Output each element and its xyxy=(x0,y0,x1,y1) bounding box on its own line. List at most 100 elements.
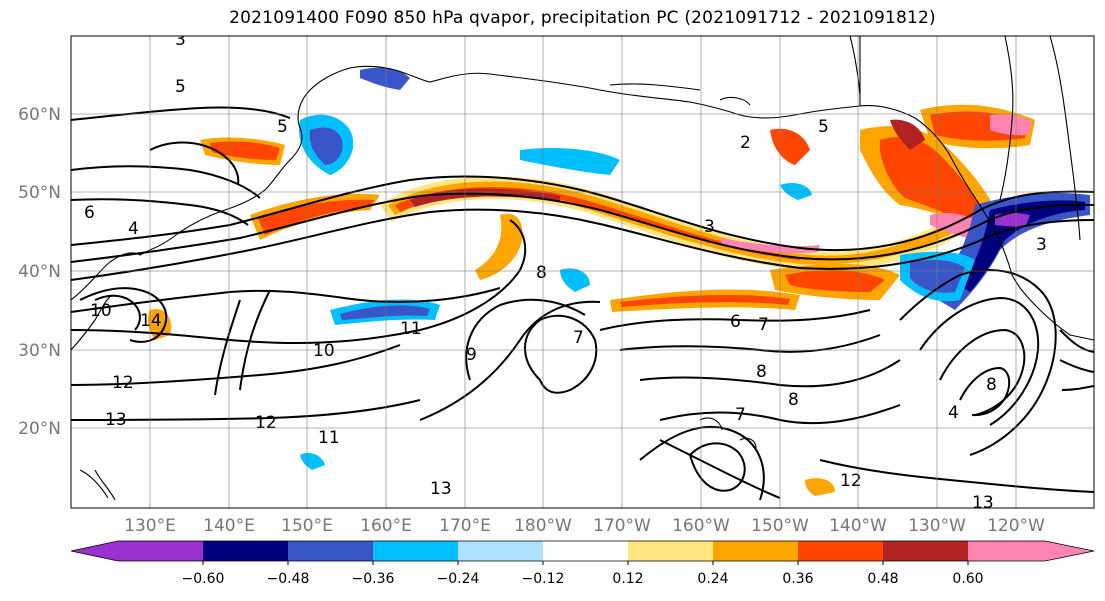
shade-00bfff xyxy=(520,148,620,175)
colorbar-tick-label: −0.12 xyxy=(522,571,565,587)
height-contours xyxy=(71,106,1094,501)
contour-label: 8 xyxy=(756,362,767,382)
shade-3955c8 xyxy=(309,127,343,165)
contour-label: 4 xyxy=(948,403,959,423)
colorbar-tick-label: 0.12 xyxy=(612,571,643,587)
lat-label: 40°N xyxy=(18,262,61,282)
shade-ff4500 xyxy=(620,295,790,307)
lon-label: 150°E xyxy=(281,516,333,536)
shade-ff4500 xyxy=(785,270,885,292)
colorbar-segment xyxy=(373,541,458,561)
contour-label: 8 xyxy=(986,375,997,395)
lon-labels: 130°E 140°E 150°E 160°E 170°E 180°W 170°… xyxy=(124,516,1045,536)
lat-label: 20°N xyxy=(18,419,61,439)
lat-label: 30°N xyxy=(18,341,61,361)
lon-label: 150°W xyxy=(751,516,809,536)
contour-label: 12 xyxy=(255,413,277,433)
colorbar-tick-label: 0.36 xyxy=(782,571,813,587)
shade-ff85b0 xyxy=(720,238,820,254)
lon-label: 170°W xyxy=(593,516,651,536)
coastlines xyxy=(71,36,1094,501)
shade-ff4500 xyxy=(770,128,810,165)
contour-label: 13 xyxy=(430,479,452,499)
colorbar-segment xyxy=(118,541,203,561)
colorbar-segment xyxy=(543,541,628,561)
colorbar-outline xyxy=(70,540,1095,562)
shade-ffa500 xyxy=(388,181,983,265)
colorbar-segment xyxy=(288,541,373,561)
contour-label: 14 xyxy=(140,311,162,331)
colorbar-segment xyxy=(883,541,968,561)
contour-label: 8 xyxy=(536,263,547,283)
contour-label: 11 xyxy=(318,428,340,448)
lon-label: 160°W xyxy=(672,516,730,536)
shade-3955c8 xyxy=(340,305,430,320)
shade-ff85b0 xyxy=(990,114,1032,136)
colorbar-tick-label: −0.60 xyxy=(182,571,225,587)
contour-label: 11 xyxy=(400,319,422,339)
contour-label: 6 xyxy=(730,312,741,332)
lon-label: 160°E xyxy=(360,516,412,536)
colorbar-segment xyxy=(1045,541,1094,561)
map-title: 2021091400 F090 850 hPa qvapor, precipit… xyxy=(229,8,936,28)
shade-3955c8 xyxy=(910,260,965,293)
lat-labels: 60°N 50°N 40°N 30°N 20°N xyxy=(18,105,61,439)
lat-label: 50°N xyxy=(18,183,61,203)
precip-shading xyxy=(147,67,1090,496)
contour-label: 3 xyxy=(175,30,186,50)
contour-label: 10 xyxy=(313,341,335,361)
lon-label: 120°W xyxy=(987,516,1045,536)
graticule xyxy=(71,36,1094,508)
lon-label: 130°E xyxy=(124,516,176,536)
map-frame xyxy=(70,35,1095,509)
contour-label: 10 xyxy=(90,301,112,321)
colorbar-segment xyxy=(458,541,543,561)
contour-label: 3 xyxy=(704,217,715,237)
colorbar: −0.60 −0.48 −0.36 −0.24 −0.12 0.12 0.24 … xyxy=(70,540,1095,587)
contour-label: 12 xyxy=(112,373,134,393)
shade-00bfff xyxy=(300,453,325,470)
contour-labels: 5 5 3 2 3 3 6 6 5 7 8 7 8 9 8 10 11 10 1… xyxy=(84,30,1047,513)
lon-label: 180°W xyxy=(514,516,572,536)
colorbar-tick-label: −0.36 xyxy=(352,571,395,587)
shade-9b30d0 xyxy=(995,213,1030,228)
colorbar-segment xyxy=(203,541,288,561)
contour-label: 4 xyxy=(128,219,139,239)
contour-label: 13 xyxy=(105,410,127,430)
contour-label: 13 xyxy=(972,493,994,513)
contour-label: 3 xyxy=(1036,235,1047,255)
colorbar-tick-label: −0.24 xyxy=(437,571,480,587)
colorbar-tick-label: 0.24 xyxy=(697,571,728,587)
shade-ffe680 xyxy=(380,176,990,271)
contour-label: 9 xyxy=(466,345,477,365)
shade-ff4500 xyxy=(210,141,280,160)
colorbar-segment xyxy=(713,541,798,561)
colorbar-segment xyxy=(71,541,118,561)
contour-label: 2 xyxy=(740,133,751,153)
contour-label: 12 xyxy=(840,471,862,491)
colorbar-segment xyxy=(798,541,883,561)
shade-00bfff xyxy=(780,183,812,200)
contour-label: 5 xyxy=(277,117,288,137)
contour-label: 6 xyxy=(84,203,95,223)
shade-00bfff xyxy=(560,268,590,292)
lat-label: 60°N xyxy=(18,105,61,125)
shade-ffa500 xyxy=(475,213,523,280)
colorbar-segment xyxy=(968,541,1045,561)
lon-label: 130°W xyxy=(908,516,966,536)
contour-label: 5 xyxy=(175,77,186,97)
colorbar-ticks xyxy=(202,561,969,565)
contour-label: 7 xyxy=(735,405,746,425)
lon-label: 140°W xyxy=(829,516,887,536)
contour-label: 7 xyxy=(758,315,769,335)
lon-label: 140°E xyxy=(203,516,255,536)
colorbar-segment xyxy=(628,541,713,561)
colorbar-tick-label: −0.48 xyxy=(267,571,310,587)
contour-label: 5 xyxy=(818,117,829,137)
lon-label: 170°E xyxy=(439,516,491,536)
contour-label: 8 xyxy=(788,390,799,410)
shade-ff4500 xyxy=(880,136,985,226)
shade-ff4500 xyxy=(258,199,375,235)
shade-ffa500 xyxy=(805,478,835,496)
